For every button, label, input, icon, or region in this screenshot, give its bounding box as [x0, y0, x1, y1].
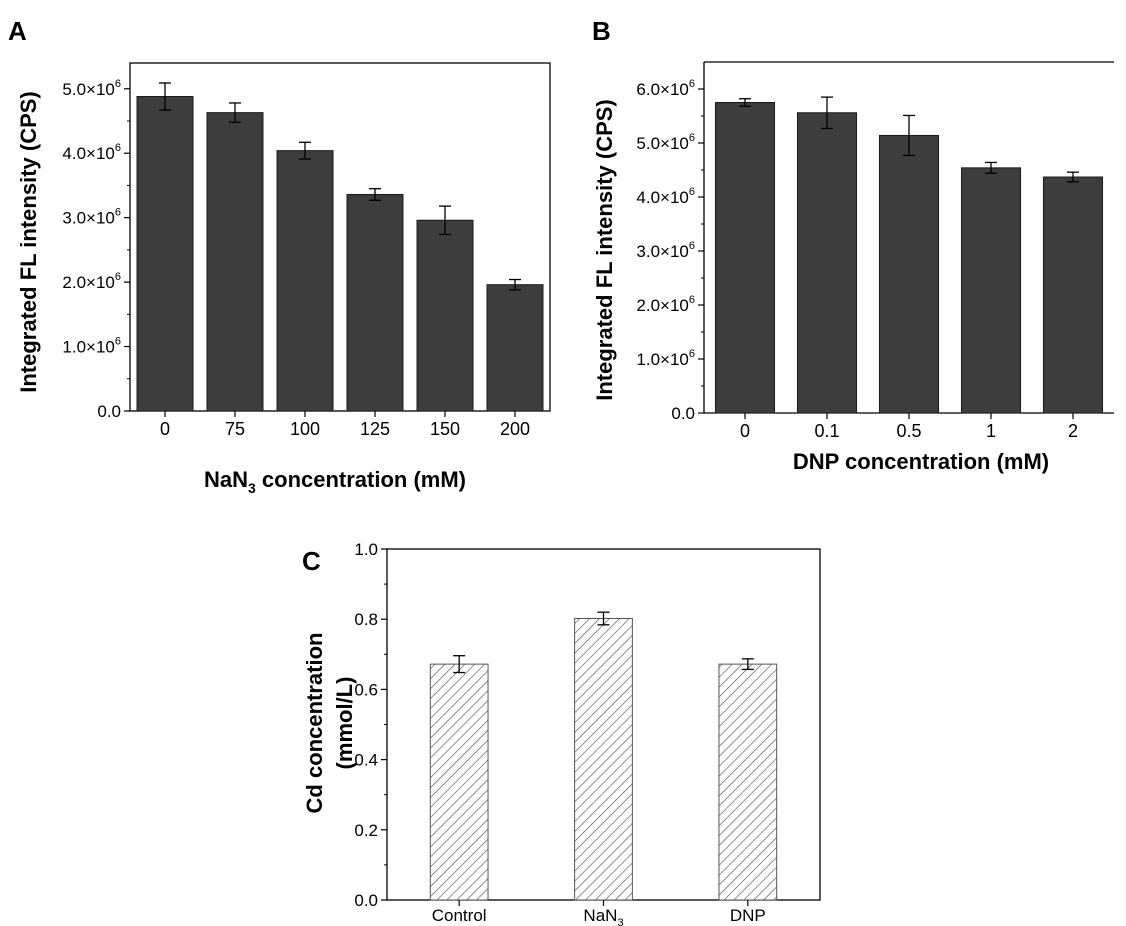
panel-c-y-tick-label: 0.8: [354, 610, 378, 629]
panel-a-y-tick-label: 0.0: [97, 402, 121, 421]
panel-a-y-axis-label: Integrated FL intensity (CPS): [16, 91, 41, 393]
panel-c-y-tick-label: 0.2: [354, 821, 378, 840]
panel-c-x-tick-label: DNP: [730, 906, 766, 925]
panel-c-y-axis-label-line2: (mmol/L): [332, 677, 357, 770]
panel-b-y-tick-label: 1.0×106: [636, 348, 695, 369]
panel-b: B Integrated FL intensity (CPS) 0.0 1.0×1…: [592, 16, 1114, 474]
panel-c: C Cd concentration (mmol/L) 0.0 0.2 0.4 0.6…: [302, 540, 821, 926]
panel-a-x-tick-label: 100: [290, 419, 320, 439]
panel-c-bar: [574, 617, 633, 901]
panel-a-x-axis-label-subscript: 3: [248, 480, 256, 496]
panel-b-x-axis-label: DNP concentration (mM): [793, 449, 1049, 474]
panel-b-bar: [1042, 176, 1104, 414]
panel-a-x-axis-label: NaN3 concentration (mM): [204, 467, 466, 496]
panel-a-y-tick-label: 4.0×106: [62, 142, 121, 163]
panel-a-bar: [346, 193, 404, 412]
panel-a-x-axis-label-main: NaN: [204, 467, 248, 492]
panel-a-bar: [206, 112, 264, 412]
panel-c-y-tick-label: 0.4: [354, 751, 378, 770]
panel-a-x-tick-label: 75: [225, 419, 245, 439]
panel-c-bar: [718, 663, 778, 901]
panel-a-y-tick-label: 1.0×106: [62, 336, 121, 357]
panel-b-y-tick-label: 6.0×106: [636, 78, 695, 99]
panel-b-chart: 0.0 1.0×106 2.0×106 3.0×106 4.0×106 5.0×106 6.…: [636, 61, 1114, 441]
panel-c-bar: [429, 663, 489, 901]
panel-a-bar: [486, 284, 544, 412]
panel-a-x-tick-label: 125: [360, 419, 390, 439]
panel-a-x-tick-label: 200: [500, 419, 530, 439]
panel-a-chart: 0.0 1.0×106 2.0×106 3.0×106 4.0×106 5.0×106 0 7…: [62, 62, 551, 439]
panel-b-x-tick-label: 1: [986, 421, 996, 441]
panel-a-plot-frame: [129, 62, 551, 412]
panel-a-x-tick-label: 150: [430, 419, 460, 439]
panel-a-bar: [416, 219, 474, 412]
panel-a-bar: [136, 96, 194, 412]
panel-c-chart: 0.0 0.2 0.4 0.6 0.8 1.0 Control NaN3 DNP: [354, 540, 821, 926]
panel-b-y-tick-label: 0.0: [671, 404, 695, 423]
panel-b-bar: [714, 102, 776, 414]
panel-c-y-tick-label: 1.0: [354, 540, 378, 559]
panel-b-y-tick-label: 3.0×106: [636, 240, 695, 261]
panel-b-x-tick-label: 0.5: [896, 421, 921, 441]
panel-b-bar: [878, 134, 940, 414]
panel-c-y-axis-label-line1: Cd concentration: [302, 633, 327, 814]
panel-b-x-tick-label: 0: [740, 421, 750, 441]
panel-b-y-tick-label: 5.0×106: [636, 132, 695, 153]
panel-a: A Integrated FL intensity (CPS) 0.0 1.0×1…: [8, 16, 551, 496]
panel-c-y-tick-label: 0.0: [354, 891, 378, 910]
panel-a-y-tick-label: 3.0×106: [62, 207, 121, 228]
panel-a-y-tick-label: 2.0×106: [62, 271, 121, 292]
panel-c-letter: C: [302, 546, 321, 576]
panel-b-x-tick-label: 0.1: [814, 421, 839, 441]
panel-c-x-tick-label: Control: [432, 906, 487, 925]
panel-b-y-tick-label: 4.0×106: [636, 186, 695, 207]
panel-a-x-axis-label-rest: concentration (mM): [256, 467, 466, 492]
panel-b-bar: [796, 112, 858, 414]
panel-a-y-tick-label: 5.0×106: [62, 78, 121, 99]
panel-b-bar: [960, 167, 1022, 414]
panel-b-y-axis-label: Integrated FL intensity (CPS): [592, 99, 617, 401]
panel-c-y-tick-label: 0.6: [354, 680, 378, 699]
panel-b-letter: B: [592, 16, 611, 46]
panel-b-x-tick-label: 2: [1068, 421, 1078, 441]
panel-b-y-tick-label: 2.0×106: [636, 294, 695, 315]
panel-c-x-tick-label: NaN3: [583, 906, 623, 926]
panel-a-bar: [276, 150, 334, 412]
panel-a-letter: A: [8, 16, 27, 46]
panel-a-x-tick-label: 0: [160, 419, 170, 439]
